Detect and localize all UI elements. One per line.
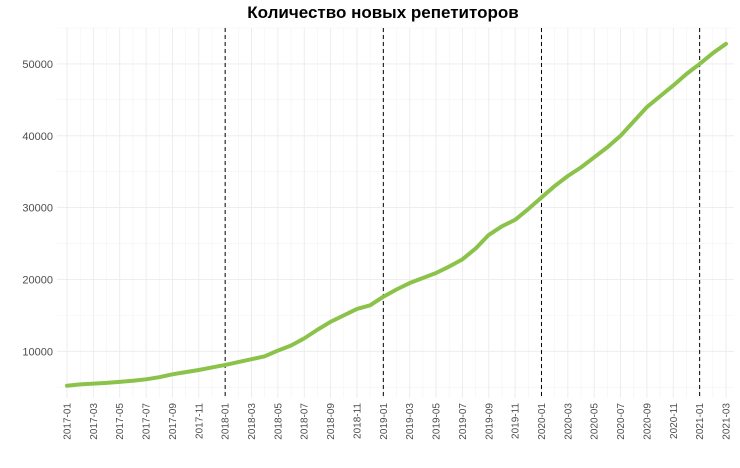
- x-tick-label: 2020-09: [642, 403, 653, 440]
- x-tick-label: 2017-07: [142, 403, 153, 440]
- x-tick-label: 2021-01: [695, 403, 706, 440]
- x-tick-label: 2020-03: [563, 403, 574, 440]
- series-layer: [65, 41, 728, 388]
- y-axis-tick-labels: 10000 20000 30000 40000 50000: [22, 59, 53, 358]
- x-tick-label: 2019-09: [484, 403, 495, 440]
- x-tick-label: 2019-05: [432, 403, 443, 440]
- chart-title: Количество новых репетиторов: [247, 3, 518, 22]
- y-tick-label: 20000: [22, 274, 53, 286]
- x-tick-label: 2020-01: [537, 403, 548, 440]
- x-tick-label: 2019-11: [511, 403, 522, 439]
- series-line: [65, 41, 728, 388]
- y-tick-label: 40000: [22, 131, 53, 143]
- x-tick-label: 2017-03: [89, 403, 100, 440]
- x-tick-label: 2021-03: [722, 403, 733, 440]
- y-tick-label: 30000: [22, 203, 53, 215]
- x-tick-label: 2018-11: [352, 403, 363, 439]
- x-tick-label: 2018-07: [300, 403, 311, 440]
- x-tick-label: 2020-07: [616, 403, 627, 440]
- x-tick-label: 2017-11: [194, 403, 205, 439]
- major-gridlines: [57, 28, 734, 398]
- year-divider-lines: [224, 28, 701, 398]
- x-tick-label: 2019-07: [458, 403, 469, 440]
- x-tick-label: 2017-01: [63, 403, 74, 440]
- x-tick-label: 2020-05: [590, 403, 601, 440]
- x-tick-label: 2018-05: [273, 403, 284, 440]
- x-tick-label: 2018-03: [247, 403, 258, 440]
- minor-gridlines: [57, 27, 734, 398]
- y-tick-label: 50000: [22, 59, 53, 71]
- x-tick-label: 2020-11: [669, 403, 680, 439]
- x-tick-label: 2017-05: [115, 403, 126, 440]
- x-tick-label: 2018-09: [326, 403, 337, 440]
- x-axis-tick-labels: 2017-01 2017-03 2017-05 2017-07 2017-09 2017-…: [63, 403, 733, 440]
- x-tick-label: 2019-03: [405, 403, 416, 440]
- x-tick-label: 2019-01: [379, 403, 390, 440]
- x-tick-label: 2017-09: [168, 403, 179, 440]
- y-tick-label: 10000: [22, 346, 53, 358]
- x-tick-label: 2018-01: [221, 403, 232, 440]
